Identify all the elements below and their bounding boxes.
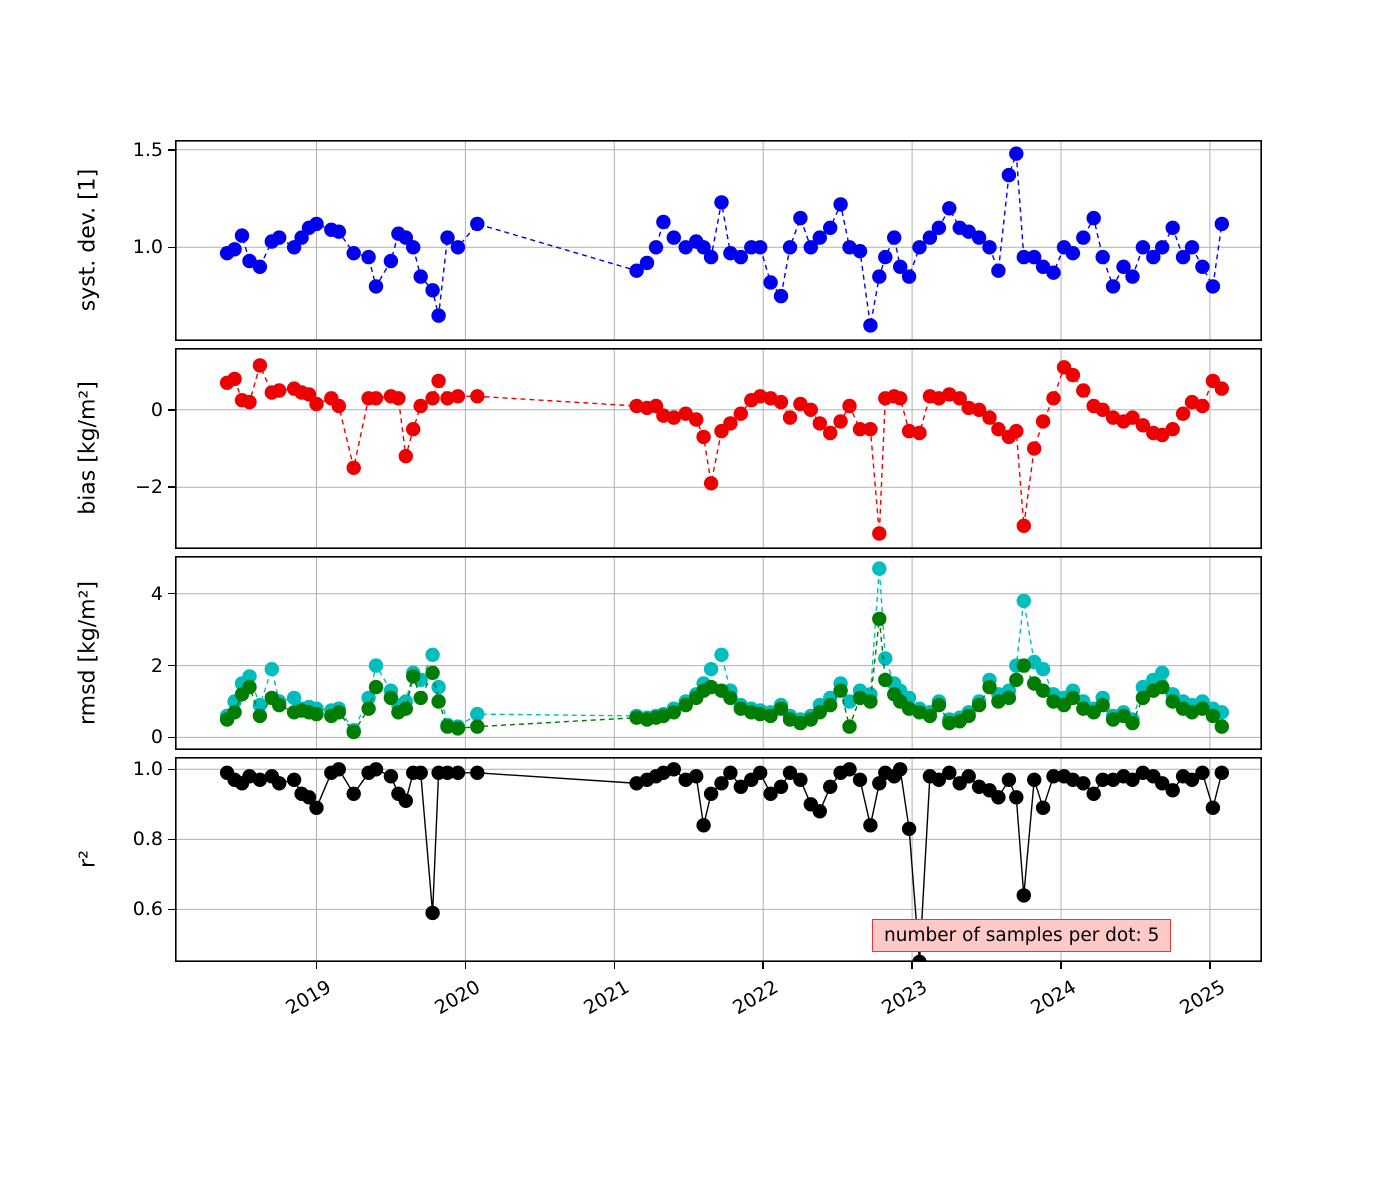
y-tick-mark (168, 486, 175, 488)
x-tick-label-2025: 2025 (1175, 976, 1229, 1020)
y-tick-mark (168, 768, 175, 770)
x-tick-mark (315, 962, 318, 969)
series-line-syst_dev (226, 153, 1223, 326)
x-tick-mark (1209, 962, 1211, 969)
series-line-rmsd_debiased (226, 618, 1223, 734)
y-tick-label: 2 (150, 654, 163, 677)
x-tick-label-2019: 2019 (282, 976, 336, 1020)
panel-border (175, 757, 1262, 962)
y-tick-mark (168, 409, 175, 411)
y-tick-label: 4 (150, 582, 163, 605)
y-tick-mark (168, 149, 175, 151)
samples-annotation: number of samples per dot: 5 (872, 919, 1172, 952)
y-tick-label: 0.6 (132, 898, 163, 921)
ylabel-r2: r² (75, 850, 101, 868)
series-points-syst_dev (219, 146, 1230, 333)
series-points-r_squared (219, 762, 1230, 962)
series-points-rmsd_debiased (219, 611, 1230, 740)
x-tick-label-2022: 2022 (729, 976, 783, 1020)
x-tick-mark (1060, 962, 1062, 969)
y-tick-label: 1.5 (132, 138, 163, 161)
series-line-bias (226, 363, 1223, 534)
y-tick-label: 0 (150, 726, 163, 749)
x-tick-label-2020: 2020 (431, 976, 485, 1020)
x-tick-label-2021: 2021 (580, 976, 634, 1020)
y-tick-label: 0.8 (132, 828, 163, 851)
x-tick-mark (911, 962, 913, 969)
bias-panel (175, 348, 1262, 549)
y-tick-mark (168, 908, 175, 911)
panel-border (175, 140, 1262, 341)
x-tick-mark (464, 962, 467, 969)
panel-border (175, 348, 1262, 549)
y-tick-mark (168, 838, 175, 841)
systdev-panel (175, 140, 1262, 341)
rmsd-panel (175, 556, 1262, 750)
y-tick-mark (168, 736, 175, 739)
x-tick-label-2024: 2024 (1027, 976, 1080, 1020)
x-tick-label-2023: 2023 (878, 976, 932, 1020)
y-tick-label: 0 (150, 398, 163, 421)
y-tick-label: −2 (134, 476, 163, 499)
x-tick-mark (762, 962, 764, 969)
y-tick-label: 1.0 (132, 236, 163, 259)
series-points-bias (219, 358, 1230, 541)
x-tick-mark (613, 962, 616, 969)
y-tick-mark (168, 592, 175, 595)
y-tick-label: 1.0 (132, 758, 163, 781)
y-tick-mark (168, 246, 175, 249)
panel-border (175, 556, 1262, 750)
y-tick-mark (168, 664, 175, 667)
